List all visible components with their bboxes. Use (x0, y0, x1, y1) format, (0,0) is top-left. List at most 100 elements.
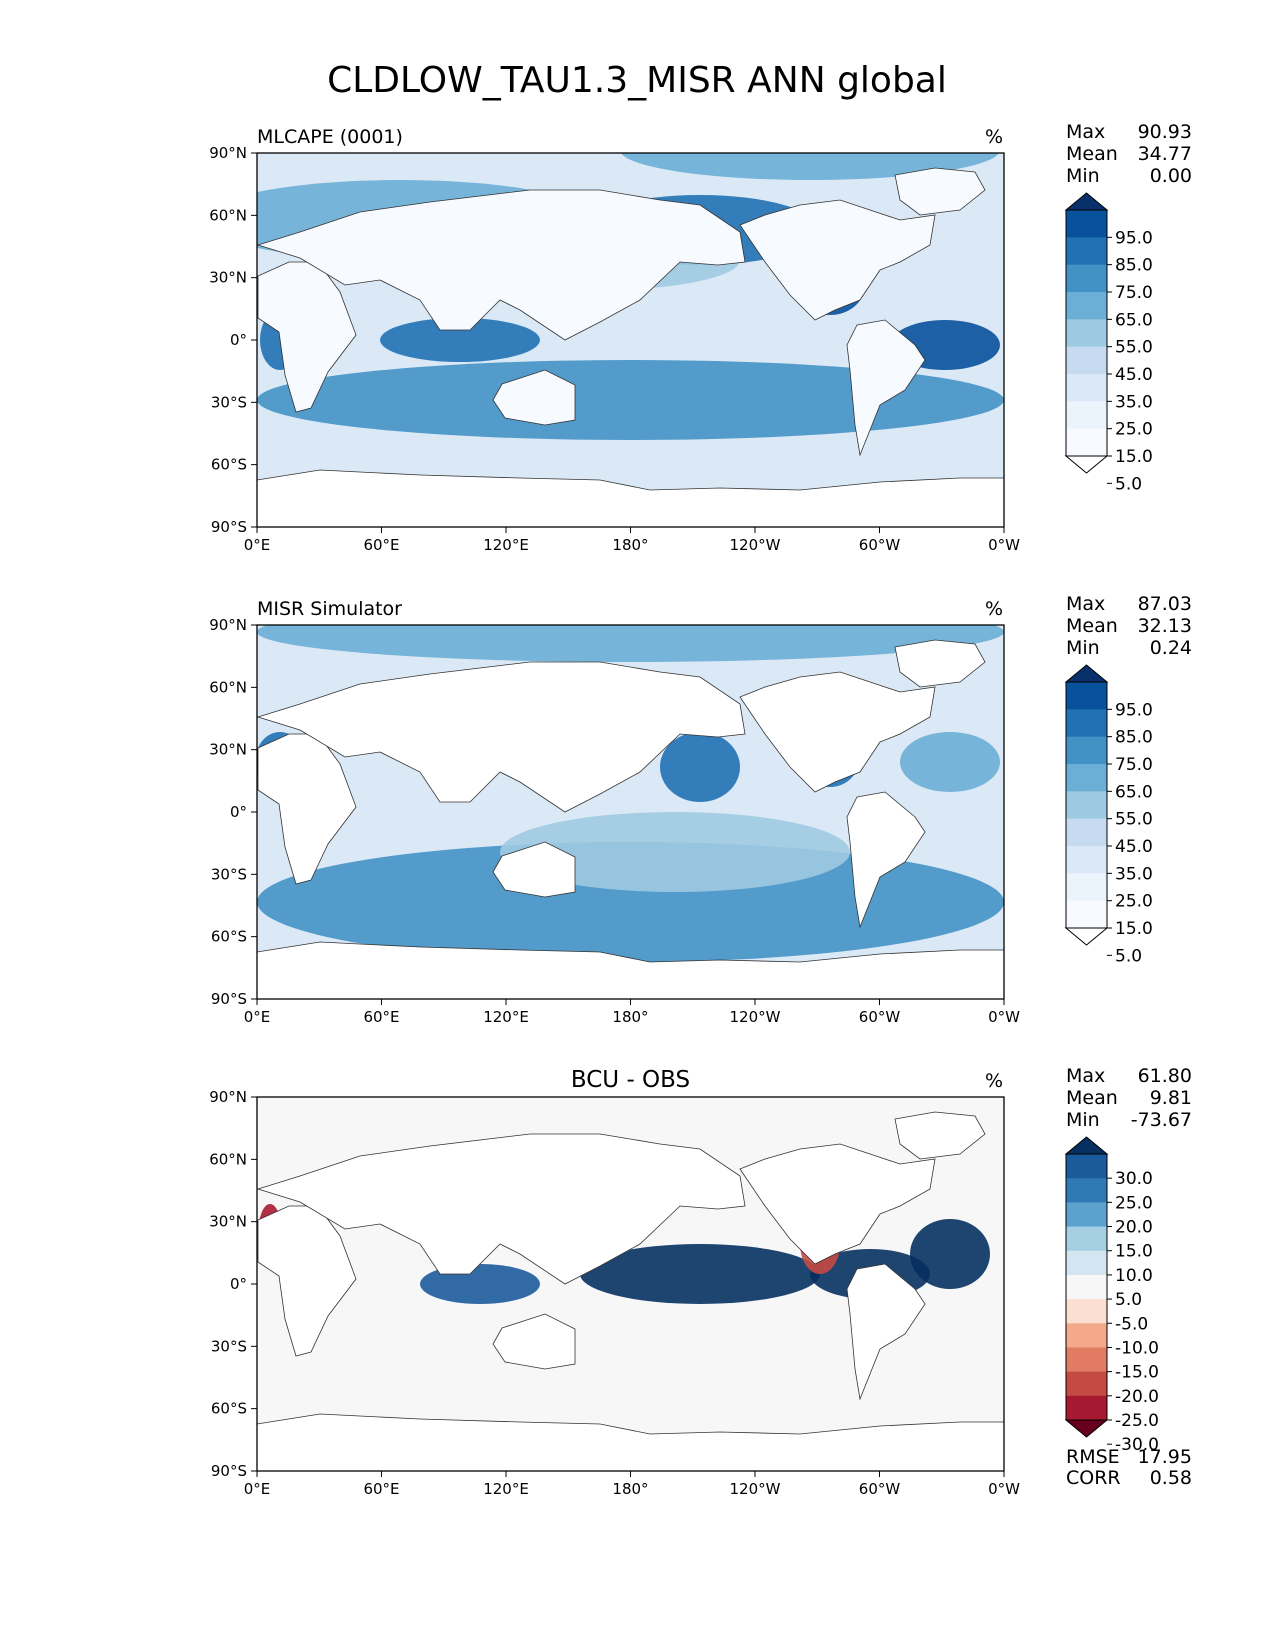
stat-label-max: Max (1066, 593, 1105, 615)
lon-tick-label: 180° (612, 1008, 648, 1026)
colorbar-segment (1066, 210, 1107, 238)
colorbar-level-label: 65.0 (1115, 310, 1153, 330)
coastline (257, 661, 746, 813)
lat-tick-label: 30°N (209, 1213, 247, 1231)
map-panel-2: MISR Simulator % 0°E 60°E 120°E 180° 120°W 60°W… (209, 593, 1192, 1026)
colorbar-frame (1065, 681, 1108, 929)
units-label: % (985, 598, 1003, 620)
colorbar-level-label: 10.0 (1115, 1266, 1153, 1286)
colorbar-level-label: 85.0 (1115, 256, 1153, 276)
colorbar-segment (1066, 1154, 1107, 1179)
lon-tick-label: 120°E (483, 1008, 529, 1026)
field-region (660, 732, 740, 802)
lat-tick-label: 60°N (209, 206, 247, 224)
colorbar-segment (1066, 346, 1107, 375)
field-region (257, 625, 1004, 662)
colorbar-level-label: 15.0 (1115, 1242, 1153, 1262)
field-layer (257, 153, 1004, 527)
lon-tick-label: 180° (612, 536, 648, 554)
stat-label-mean: Mean (1066, 1087, 1118, 1109)
colorbar-frame (1065, 209, 1108, 457)
lat-tick-label: 90°S (211, 518, 247, 536)
colorbar-extend-min (1064, 1419, 1109, 1438)
lat-tick-label: 60°N (209, 678, 247, 696)
units-label: % (985, 1070, 1003, 1092)
colorbar-segment (1066, 900, 1107, 929)
lat-tick-label: 60°S (211, 456, 247, 474)
lat-tick-label: 60°S (211, 1400, 247, 1418)
colorbar-level-label: 35.0 (1115, 392, 1153, 412)
stat-label-min: Min (1066, 637, 1100, 659)
field-region (257, 360, 1004, 440)
colorbar-extend-min (1064, 455, 1109, 474)
colorbar-level-label: 30.0 (1115, 1169, 1153, 1189)
colorbar-segment (1066, 292, 1107, 320)
lon-tick-label: 0°E (244, 1008, 271, 1026)
coastline (739, 671, 936, 793)
stat-label-mean: Mean (1066, 143, 1118, 165)
lat-tick-label: 30°N (209, 269, 247, 287)
lat-tick-label: 30°N (209, 741, 247, 759)
coastline (846, 791, 926, 929)
stat-value-mean: 32.13 (1138, 615, 1192, 637)
coastline (257, 1133, 746, 1285)
lon-tick-label: 0°W (988, 536, 1020, 554)
stat-value-corr: 0.58 (1150, 1467, 1192, 1489)
lon-tick-label: 120°E (483, 1480, 529, 1498)
lon-tick-label: 0°W (988, 1480, 1020, 1498)
colorbar-segment (1066, 401, 1107, 430)
colorbar-level-label: 5.0 (1115, 474, 1142, 494)
lat-tick-label: 30°S (211, 1337, 247, 1355)
colorbar-level-label: 55.0 (1115, 338, 1153, 358)
stat-label-max: Max (1066, 121, 1105, 143)
colorbar-segment (1066, 1299, 1107, 1324)
coastline (492, 1313, 576, 1370)
colorbar-extend-max (1064, 664, 1109, 683)
lat-tick-label: 30°S (211, 393, 247, 411)
lat-tick-label: 90°S (211, 1462, 247, 1480)
field-region (580, 1244, 820, 1304)
colorbar-level-label: 20.0 (1115, 1218, 1153, 1238)
colorbar-level-label: -25.0 (1115, 1411, 1159, 1431)
colorbar-level-label: -30.0 (1115, 1435, 1159, 1455)
colorbar-level-label: 15.0 (1115, 919, 1153, 939)
lat-tick-label: 90°S (211, 990, 247, 1008)
colorbar-level-label: 15.0 (1115, 447, 1153, 467)
colorbar-segment (1066, 1250, 1107, 1276)
lat-tick-label: 60°N (209, 1150, 247, 1168)
stat-value-mean: 34.77 (1138, 143, 1192, 165)
lon-tick-label: 0°E (244, 1480, 271, 1498)
colorbar-level-label: 85.0 (1115, 728, 1153, 748)
colorbar: 95.0 85.0 75.0 65.0 55.0 45.0 35.0 25.0 15.0 5.0 (1064, 664, 1153, 966)
coastline (257, 941, 1004, 999)
stat-value-max: 90.93 (1138, 121, 1192, 143)
coastline (257, 261, 357, 413)
colorbar-level-label: -15.0 (1115, 1363, 1159, 1383)
field-region (380, 318, 540, 362)
colorbar-segment (1066, 873, 1107, 902)
colorbar-level-label: 45.0 (1115, 837, 1153, 857)
colorbar-frame (1065, 1153, 1108, 1421)
lon-tick-label: 60°E (363, 1008, 399, 1026)
colorbar-segment (1066, 1395, 1107, 1421)
colorbar-segment (1066, 791, 1107, 820)
lat-tick-label: 0° (230, 331, 247, 349)
stat-value-min: -73.67 (1131, 1109, 1192, 1131)
colorbar-segment (1066, 264, 1107, 293)
field-region (500, 812, 850, 892)
lon-tick-label: 0°W (988, 1008, 1020, 1026)
colorbar-segment (1066, 709, 1107, 738)
colorbar-level-label: 25.0 (1115, 420, 1153, 440)
lon-tick-label: 60°E (363, 1480, 399, 1498)
lat-tick-label: 90°N (209, 616, 247, 634)
colorbar-level-label: 5.0 (1115, 1290, 1142, 1310)
stat-label-min: Min (1066, 165, 1100, 187)
colorbar-level-label: 75.0 (1115, 755, 1153, 775)
colorbar-segment (1066, 736, 1107, 765)
lon-tick-label: 120°W (730, 1480, 781, 1498)
coastline (257, 469, 1004, 527)
map-panel-1: MLCAPE (0001) % 0°E 60°E 120°E 180° 120°W 60°W 0… (209, 121, 1192, 554)
colorbar-segment (1066, 428, 1107, 457)
field-layer (257, 625, 1004, 999)
colorbar-segment (1066, 764, 1107, 792)
